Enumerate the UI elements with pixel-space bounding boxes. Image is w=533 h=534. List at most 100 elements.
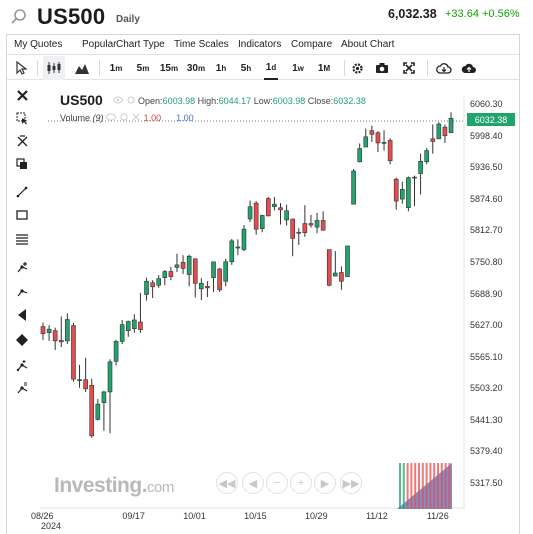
magnet-tool-icon[interactable] xyxy=(15,284,29,298)
candlestick-type-icon[interactable] xyxy=(43,56,65,80)
candle-body xyxy=(58,340,64,343)
candle-body xyxy=(138,321,143,330)
cloud-upload-icon[interactable] xyxy=(460,56,478,80)
x-tick-label: 08/26 xyxy=(31,511,54,521)
volume-value-1: 1.00 xyxy=(143,113,162,123)
candle-body xyxy=(272,203,277,208)
candle-body xyxy=(412,176,417,179)
scroll-left-icon[interactable]: ◀ xyxy=(242,472,264,494)
menu-my-quotes[interactable]: My Quotes xyxy=(14,39,63,50)
candle-body xyxy=(132,319,137,329)
trendline-icon[interactable] xyxy=(15,185,29,199)
range-navigator[interactable] xyxy=(397,463,452,509)
navigator-bar xyxy=(399,463,401,509)
scroll-right-icon[interactable]: ▶ xyxy=(314,472,336,494)
navigator-bar xyxy=(410,463,413,509)
candle-body xyxy=(424,150,429,163)
menu-chart-type[interactable]: Chart Type xyxy=(116,39,165,50)
candle-body xyxy=(351,170,356,205)
candle-body xyxy=(369,130,375,135)
menu-about-chart[interactable]: About Chart xyxy=(341,39,395,50)
arrow-left-tool-icon[interactable] xyxy=(15,308,29,322)
x-tick-label: 11/12 xyxy=(365,511,388,521)
last-price-tag: 6032.38 xyxy=(467,113,515,126)
note-tool-icon[interactable] xyxy=(15,381,29,395)
chart-menu: My Quotes Popular Chart Type Time Scales… xyxy=(7,35,519,55)
y-tick-label: 5812.70 xyxy=(470,225,503,236)
y-tick-label: 5503.20 xyxy=(470,383,503,394)
candle-body xyxy=(387,140,393,162)
camera-icon[interactable] xyxy=(374,56,390,80)
symbol-title: US500 xyxy=(37,4,106,29)
select-drawing-icon[interactable] xyxy=(15,111,29,125)
menu-time-scales[interactable]: Time Scales xyxy=(174,39,229,50)
navigator-bar xyxy=(437,463,439,509)
high-label: High: xyxy=(197,96,219,106)
navigator-bar xyxy=(444,463,447,509)
candle-body xyxy=(418,160,423,174)
rectangle-icon[interactable] xyxy=(15,208,29,222)
candle-body xyxy=(357,148,362,163)
eye-icon[interactable] xyxy=(106,113,117,121)
settings-icon[interactable] xyxy=(119,113,129,121)
navigator-bar xyxy=(433,463,436,509)
menu-popular[interactable]: Popular xyxy=(82,39,117,50)
price-change: +33.64 xyxy=(445,8,479,20)
candle-body xyxy=(150,282,155,288)
cloud-download-icon[interactable] xyxy=(435,56,453,80)
candle-body xyxy=(217,268,222,291)
duplicate-drawing-icon[interactable] xyxy=(15,157,29,171)
y-tick-label: 5750.80 xyxy=(470,256,503,267)
callout-tool-icon[interactable] xyxy=(15,358,29,372)
high-value: 6044.17 xyxy=(218,96,252,106)
interval-15m-button[interactable]: 15 m xyxy=(159,62,179,74)
candle-body xyxy=(393,178,399,202)
legend-symbol: US500 xyxy=(60,92,103,108)
settings-gear-icon[interactable] xyxy=(349,56,365,80)
mountain-type-icon[interactable] xyxy=(73,56,91,80)
close-icon[interactable] xyxy=(131,113,141,121)
fibonacci-icon[interactable] xyxy=(15,232,29,246)
scroll-left-fast-icon[interactable]: ◀◀ xyxy=(216,472,238,494)
measure-tool-icon[interactable] xyxy=(15,260,29,274)
candle-body xyxy=(156,278,162,286)
arrow-diamond-tool-icon[interactable] xyxy=(15,333,29,347)
price-change-percent: +0.56% xyxy=(482,8,520,20)
x-tick-label: 10/15 xyxy=(244,511,267,521)
menu-compare[interactable]: Compare xyxy=(291,39,333,50)
interval-30m-button[interactable]: 30 m xyxy=(186,62,206,74)
volume-value-2: 1.00 xyxy=(176,113,194,123)
navigator-bar xyxy=(440,463,443,509)
close-value: 6032.38 xyxy=(333,96,366,106)
open-label: Open: xyxy=(138,96,163,106)
scroll-right-fast-icon[interactable]: ▶▶ xyxy=(340,472,362,494)
candle-body xyxy=(278,207,283,211)
candle-body xyxy=(65,319,70,342)
cursor-tool-icon[interactable] xyxy=(13,56,29,80)
candle-body xyxy=(375,132,381,144)
menu-indicators[interactable]: Indicators xyxy=(238,39,282,50)
search-icon[interactable] xyxy=(10,8,28,26)
eye-icon[interactable] xyxy=(113,96,123,104)
drawing-toolbar xyxy=(7,81,37,401)
zoom-in-icon[interactable]: + xyxy=(290,472,312,494)
zoom-out-icon[interactable]: − xyxy=(266,472,288,494)
candle-body xyxy=(205,286,210,289)
candle-body xyxy=(83,379,88,390)
delete-drawing-icon[interactable] xyxy=(15,134,29,148)
fullscreen-icon[interactable] xyxy=(401,56,417,80)
settings-icon[interactable] xyxy=(126,96,136,104)
navigator-bar xyxy=(406,463,409,509)
navigator-bar xyxy=(448,463,451,509)
close-drawing-icon[interactable] xyxy=(15,88,29,102)
logo-suffix: com xyxy=(147,479,174,496)
